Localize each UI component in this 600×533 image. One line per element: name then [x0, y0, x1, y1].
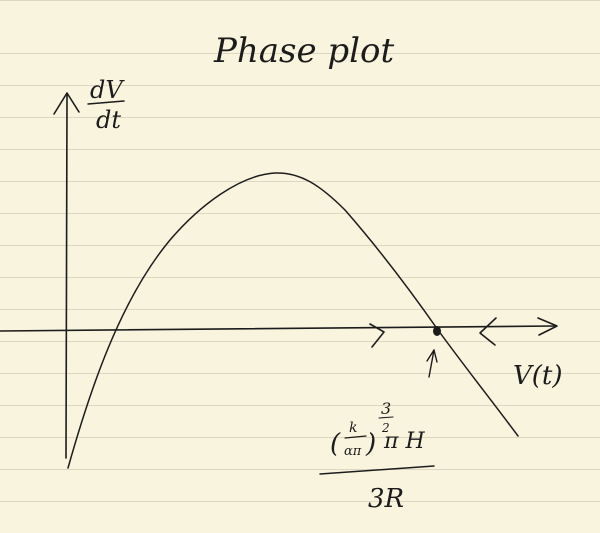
x-axis [0, 325, 556, 332]
y-axis-label-fraction-bar [87, 100, 125, 105]
eq-close-paren: ) [365, 429, 376, 459]
eq-open-paren: ( [330, 429, 341, 459]
page-title: Phase plot [213, 31, 395, 71]
x-axis-label: V(t) [513, 361, 563, 391]
y-axis-arrowhead-icon [53, 92, 80, 115]
x-axis-arrowhead-icon [537, 317, 558, 336]
y-axis-label-numerator: dV [90, 76, 125, 104]
eq-exponent-top: 3 [381, 399, 391, 418]
equilibrium-dot-icon [433, 326, 441, 336]
eq-exponent-bottom: 2 [381, 421, 390, 435]
arrow-left-icon [479, 317, 497, 346]
phase-curve [67, 172, 519, 469]
eq-exponent-bar [378, 416, 394, 419]
eq-k: k [349, 420, 357, 436]
eq-alpha-pi: απ [344, 444, 362, 459]
y-axis-label-denominator: dt [96, 106, 121, 134]
eq-inner-fraction-bar [344, 435, 367, 439]
arrow-right-icon [369, 323, 385, 348]
eq-main-fraction-bar [319, 465, 435, 475]
eq-denominator: 3R [368, 484, 404, 514]
eq-numerator-tail: π H [383, 429, 425, 454]
equilibrium-value: ( k απ ) 3 2 π H 3R [319, 399, 435, 514]
pointer-arrowhead-icon [426, 349, 438, 363]
y-axis [65, 94, 68, 459]
pointer-arrow-icon [428, 349, 435, 378]
